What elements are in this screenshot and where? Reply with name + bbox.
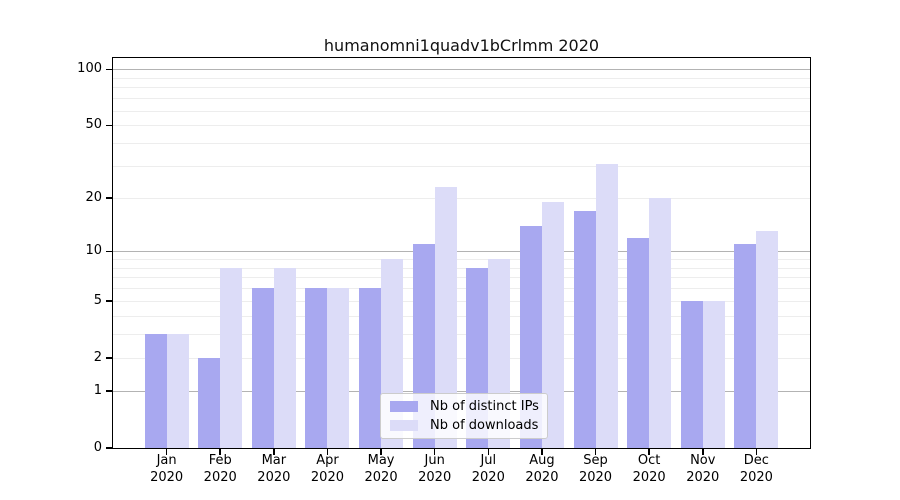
y-tick-2 bbox=[106, 357, 112, 359]
gridline-minor-4 bbox=[113, 315, 810, 317]
legend-swatch-distinct-ips bbox=[390, 401, 418, 412]
legend-item-downloads: Nb of downloads bbox=[390, 418, 538, 433]
x-tick-label-may: May 2020 bbox=[364, 453, 398, 485]
x-tick-apr bbox=[326, 449, 329, 455]
bar-downloads-sep bbox=[595, 163, 618, 448]
gridline-major-1 bbox=[113, 391, 810, 393]
x-tick-label-aug: Aug 2020 bbox=[525, 453, 559, 485]
bar-downloads-jun bbox=[434, 187, 457, 448]
x-tick-label-oct: Oct 2020 bbox=[632, 453, 666, 485]
x-tick-jan bbox=[165, 449, 168, 455]
bar-downloads-apr bbox=[327, 288, 350, 448]
gridline-minor-7 bbox=[113, 277, 810, 279]
bar-distinct-ips-apr bbox=[305, 288, 328, 448]
x-tick-label-apr: Apr 2020 bbox=[310, 453, 344, 485]
x-tick-may bbox=[380, 449, 382, 455]
y-tick-label-10: 10 bbox=[85, 243, 102, 259]
y-tick-5 bbox=[106, 300, 112, 302]
x-tick-label-sep: Sep 2020 bbox=[578, 453, 613, 485]
bar-downloads-oct bbox=[649, 198, 672, 448]
bar-distinct-ips-mar bbox=[251, 288, 274, 448]
x-tick-jun bbox=[433, 449, 436, 455]
chart-title: humanomni1quadv1bCrlmm 2020 bbox=[323, 36, 600, 55]
gridline-minor-3 bbox=[113, 334, 810, 336]
bar-downloads-aug bbox=[541, 202, 564, 448]
x-tick-label-jan: Jan 2020 bbox=[150, 453, 184, 485]
y-tick-100 bbox=[106, 68, 112, 71]
bar-distinct-ips-feb bbox=[198, 357, 221, 448]
bar-downloads-jan bbox=[166, 334, 189, 448]
gridline-minor-9 bbox=[113, 259, 810, 261]
x-tick-oct bbox=[648, 449, 650, 455]
y-tick-label-1: 1 bbox=[93, 383, 102, 399]
legend-swatch-downloads bbox=[390, 420, 418, 431]
gridline-minor-50 bbox=[113, 125, 810, 127]
bar-downloads-dec bbox=[756, 231, 779, 448]
y-tick-label-20: 20 bbox=[85, 190, 102, 206]
x-tick-label-jul: Jul 2020 bbox=[471, 453, 505, 485]
bar-distinct-ips-sep bbox=[573, 210, 596, 448]
y-tick-label-2: 2 bbox=[93, 349, 102, 365]
y-tick-50 bbox=[106, 124, 112, 127]
y-tick-label-0: 0 bbox=[93, 440, 102, 455]
bar-downloads-nov bbox=[702, 301, 725, 448]
bar-distinct-ips-oct bbox=[627, 237, 650, 448]
x-tick-nov bbox=[702, 449, 704, 455]
x-tick-feb bbox=[219, 449, 221, 455]
gridline-minor-8 bbox=[113, 267, 810, 269]
y-tick-10 bbox=[106, 250, 112, 253]
bar-distinct-ips-dec bbox=[734, 244, 757, 448]
x-tick-label-feb: Feb 2020 bbox=[203, 453, 237, 485]
gridline-minor-30 bbox=[113, 166, 810, 168]
y-tick-label-100: 100 bbox=[77, 61, 102, 77]
y-tick-1 bbox=[106, 390, 112, 392]
legend: Nb of distinct IPs Nb of downloads bbox=[380, 393, 548, 439]
gridline-minor-20 bbox=[113, 198, 810, 200]
bar-downloads-mar bbox=[273, 267, 296, 448]
gridline-minor-90 bbox=[113, 77, 810, 79]
bar-downloads-feb bbox=[220, 267, 243, 448]
bar-distinct-ips-may bbox=[359, 288, 382, 448]
gridline-minor-80 bbox=[113, 87, 810, 89]
x-tick-sep bbox=[594, 449, 597, 455]
gridline-minor-40 bbox=[113, 143, 810, 145]
x-tick-label-dec: Dec 2020 bbox=[739, 453, 773, 485]
x-tick-aug bbox=[541, 449, 543, 455]
y-tick-label-50: 50 bbox=[85, 117, 102, 133]
gridline-minor-2 bbox=[113, 357, 810, 359]
x-tick-mar bbox=[273, 449, 275, 455]
gridline-minor-5 bbox=[113, 300, 810, 302]
y-tick-20 bbox=[106, 197, 112, 199]
y-tick-0 bbox=[106, 447, 112, 449]
x-tick-label-mar: Mar 2020 bbox=[257, 453, 291, 485]
bar-distinct-ips-nov bbox=[680, 301, 703, 448]
plot-area: Nb of distinct IPs Nb of downloads bbox=[113, 58, 810, 448]
gridline-major-100 bbox=[113, 69, 810, 71]
gridline-minor-70 bbox=[113, 98, 810, 100]
x-tick-jul bbox=[487, 449, 490, 455]
gridline-minor-60 bbox=[113, 110, 810, 112]
gridline-major-10 bbox=[113, 251, 810, 253]
gridline-minor-6 bbox=[113, 288, 810, 290]
legend-item-distinct-ips: Nb of distinct IPs bbox=[390, 399, 539, 414]
legend-label-downloads: Nb of downloads bbox=[430, 418, 539, 433]
x-tick-label-nov: Nov 2020 bbox=[686, 453, 720, 485]
bar-distinct-ips-aug bbox=[519, 225, 542, 448]
x-tick-label-jun: Jun 2020 bbox=[418, 453, 452, 485]
legend-label-distinct-ips: Nb of distinct IPs bbox=[430, 399, 539, 414]
x-tick-dec bbox=[755, 449, 758, 455]
y-tick-label-5: 5 bbox=[93, 292, 102, 308]
bar-distinct-ips-jan bbox=[144, 334, 167, 448]
